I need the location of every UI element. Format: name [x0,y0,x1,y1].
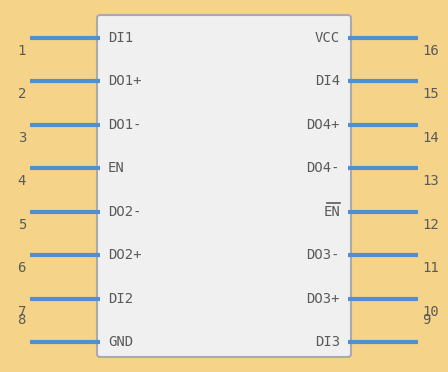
Text: 7: 7 [17,305,26,318]
Text: DO4-: DO4- [306,161,340,175]
Text: 15: 15 [422,87,439,102]
Text: VCC: VCC [315,31,340,45]
Text: 14: 14 [422,131,439,145]
Text: DI2: DI2 [108,292,133,305]
Text: 3: 3 [17,131,26,145]
Text: DI3: DI3 [315,335,340,349]
Text: DI4: DI4 [315,74,340,89]
Text: 8: 8 [17,313,26,327]
Text: DO3+: DO3+ [306,292,340,305]
Text: 10: 10 [422,305,439,318]
Text: 6: 6 [17,261,26,275]
Text: DO2+: DO2+ [108,248,142,262]
Text: DO4+: DO4+ [306,118,340,132]
Text: 16: 16 [422,44,439,58]
Text: 9: 9 [422,313,431,327]
Text: 1: 1 [17,44,26,58]
Text: 2: 2 [17,87,26,102]
Text: DO3-: DO3- [306,248,340,262]
Text: 11: 11 [422,261,439,275]
Text: GND: GND [108,335,133,349]
Text: 13: 13 [422,174,439,188]
Text: 12: 12 [422,218,439,232]
Text: DO1+: DO1+ [108,74,142,89]
Text: DO1-: DO1- [108,118,142,132]
Text: 5: 5 [17,218,26,232]
Text: DO2-: DO2- [108,205,142,219]
Text: 4: 4 [17,174,26,188]
Text: EN: EN [108,161,125,175]
Text: EN: EN [323,205,340,219]
FancyBboxPatch shape [97,15,351,357]
Text: DI1: DI1 [108,31,133,45]
